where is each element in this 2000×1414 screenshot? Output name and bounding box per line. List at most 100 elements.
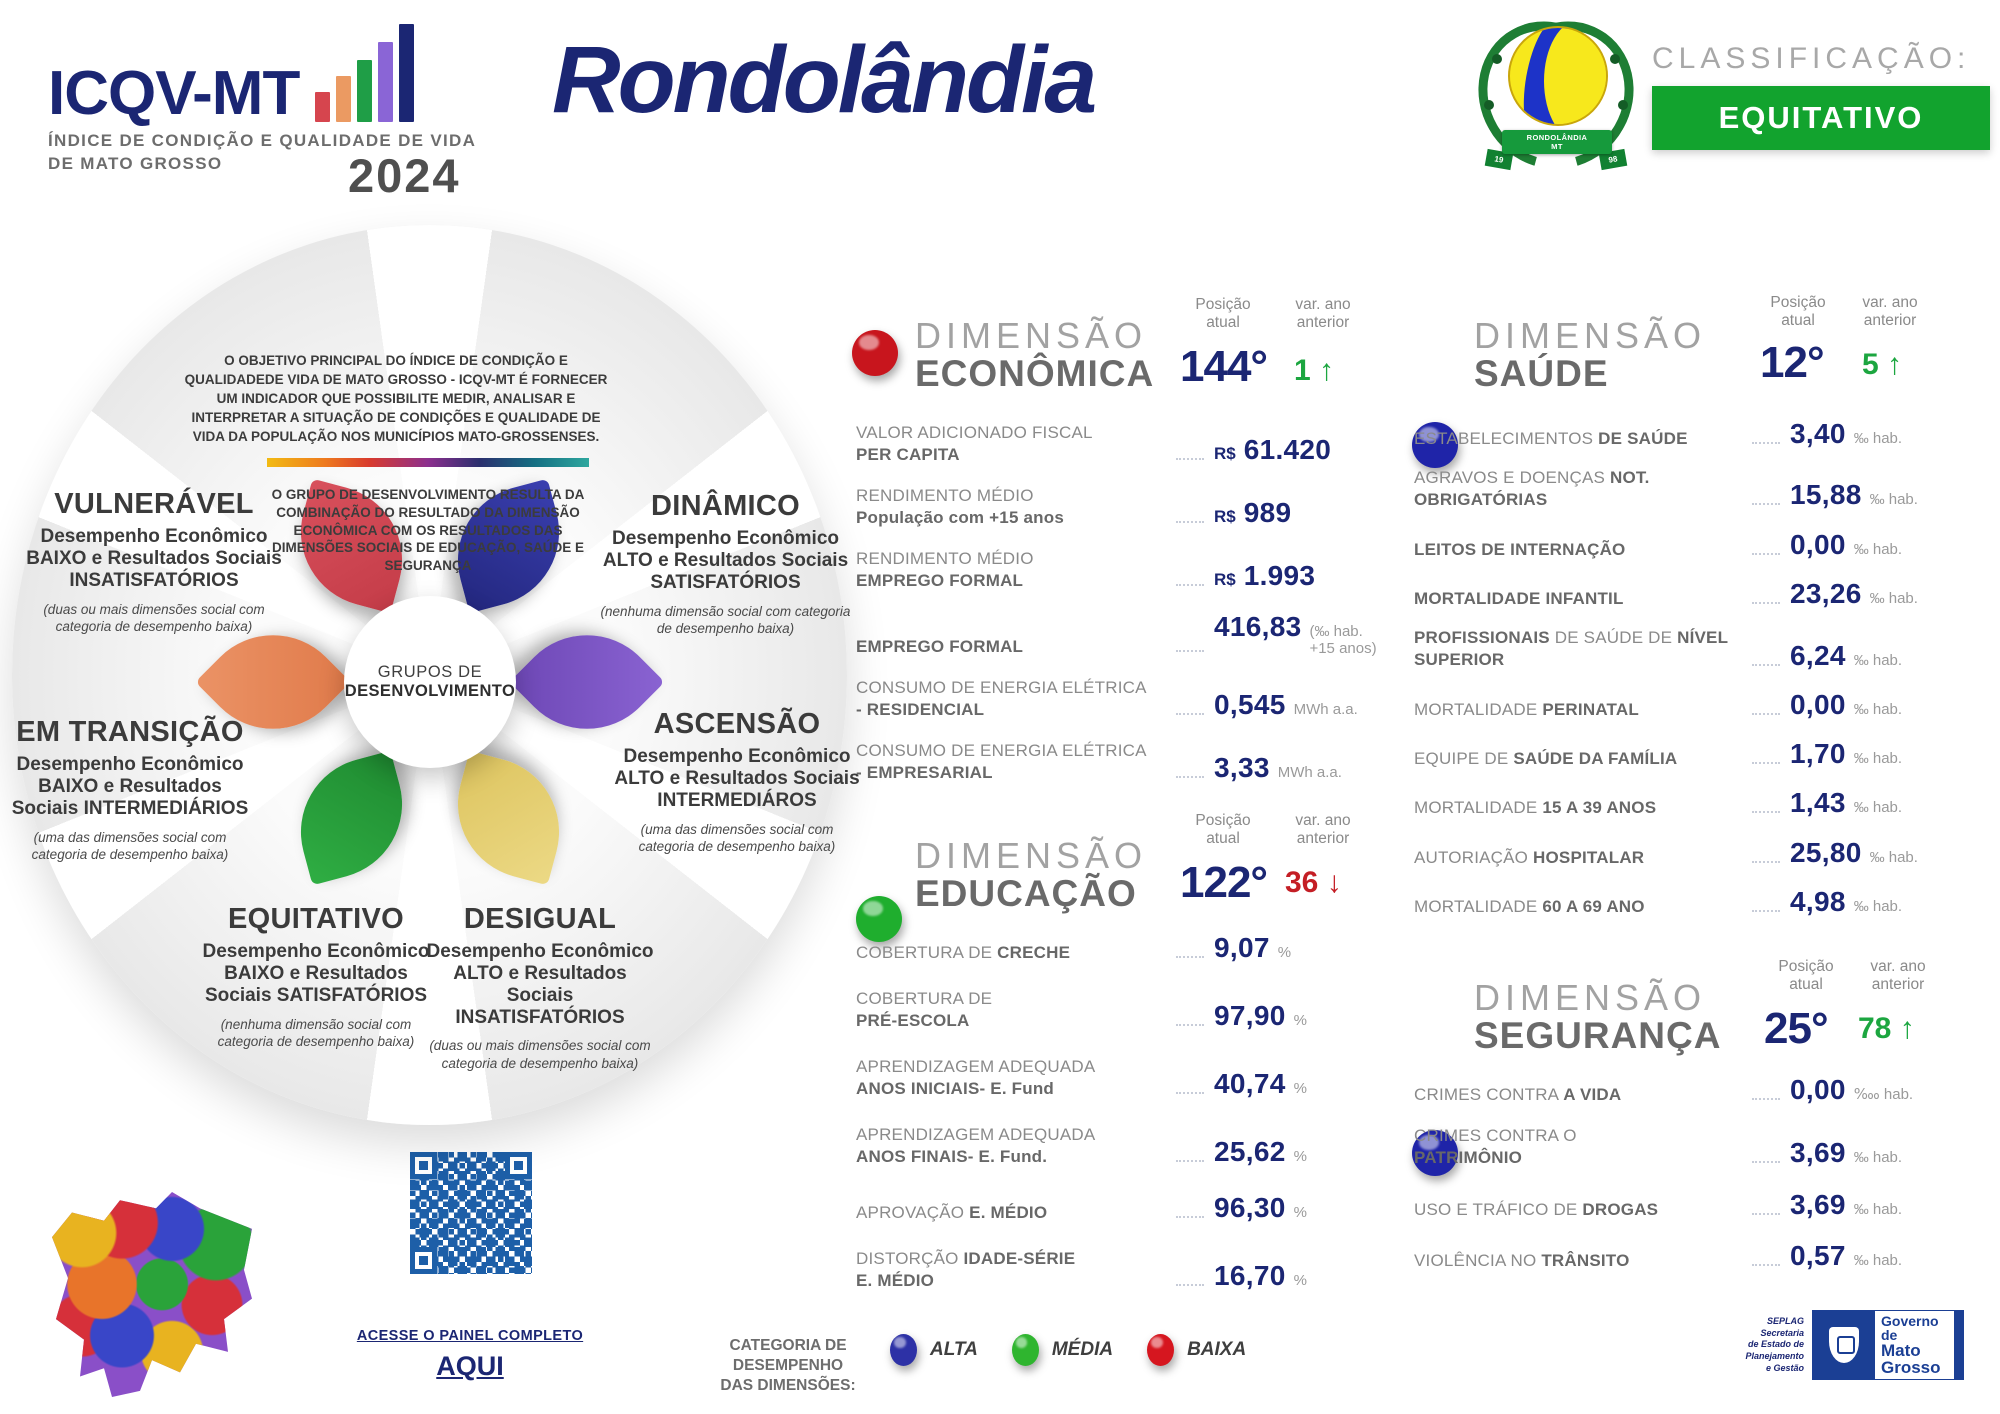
group-desc: Desempenho Econômico BAIXO e Resultados …: [26, 526, 282, 591]
indicator-label: AGRAVOS E DOENÇAS NOT. OBRIGATÓRIAS: [1414, 468, 1650, 510]
indicator-value: 6,24 ‰ hab.: [1790, 640, 1980, 672]
dotted-leader: [1176, 1215, 1204, 1218]
indicator-row: VIOLÊNCIA NO TRÂNSITO 0,57 ‰ hab.: [1414, 1240, 1962, 1272]
indicator-number: 989: [1243, 497, 1292, 529]
logo-year: 2024: [348, 149, 461, 202]
dimension-title-thin: DIMENSÃO: [915, 315, 1148, 356]
group-note: (uma das dimensões social com categoria …: [31, 829, 229, 862]
indicator-row: MORTALIDADE 15 A 39 ANOS 1,43 ‰ hab.: [1414, 787, 1962, 819]
dimension-title-thin: DIMENSÃO: [1474, 977, 1707, 1018]
variation-value: 5 ↑: [1862, 348, 1903, 381]
dimension-title-bold: ECONÔMICA: [915, 352, 1155, 394]
dimension-title-bold: SAÚDE: [1474, 352, 1609, 394]
indicator-label: COBERTURA DE CRECHE: [856, 942, 1071, 962]
indicator-label: MORTALIDADE 15 A 39 ANOS: [1414, 798, 1657, 818]
indicator-value: 23,26 ‰ hab.: [1790, 578, 1980, 610]
indicator-number: 97,90: [1214, 1000, 1286, 1032]
indicator-number: 416,83: [1214, 611, 1302, 643]
group-dinamico: DINÂMICO Desempenho Econômico ALTO e Res…: [598, 490, 853, 637]
wheel-center-line1: GRUPOS DE: [377, 663, 483, 681]
indicator-row: EQUIPE DE SAÚDE DA FAMÍLIA 1,70 ‰ hab.: [1414, 738, 1962, 770]
indicator-row: MORTALIDADE INFANTIL 23,26 ‰ hab.: [1414, 578, 1962, 610]
indicator-label: VALOR ADICIONADO FISCAL PER CAPITA: [856, 423, 1093, 465]
group-desc: Desempenho Econômico ALTO e Resultados S…: [614, 746, 860, 811]
indicator-row: USO E TRÁFICO DE DROGAS 3,69 ‰ hab.: [1414, 1189, 1962, 1221]
group-desc: Desempenho Econômico BAIXO e Resultados …: [202, 941, 430, 1006]
group-title: DINÂMICO: [651, 490, 800, 522]
group-desc: Desempenho Econômico ALTO e Resultados S…: [426, 941, 654, 1028]
dotted-leader: [1752, 1263, 1780, 1266]
indicator-label: DISTORÇÃO IDADE-SÉRIE E. MÉDIO: [856, 1248, 1076, 1290]
group-ascensao: ASCENSÃO Desempenho Econômico ALTO e Res…: [612, 708, 862, 855]
access-panel-link[interactable]: ACESSE O PAINEL COMPLETO: [356, 1328, 584, 1344]
indicator-row: VALOR ADICIONADO FISCAL PER CAPITA R$ 61.42…: [856, 422, 1374, 466]
dimension-dot-saude: [1412, 422, 1458, 468]
group-title: EQUITATIVO: [228, 903, 404, 935]
indicator-value: 96,30%: [1214, 1192, 1404, 1224]
indicator-value: 3,69 ‰ hab.: [1790, 1137, 1980, 1169]
group-title: EM TRANSIÇÃO: [16, 716, 244, 748]
logo-title: ICQV-MT: [48, 59, 300, 129]
indicator-label: AUTORIAÇÃO HOSPITALAR: [1414, 847, 1645, 867]
indicator-number: 3,69: [1790, 1188, 1846, 1220]
indicator-row: CONSUMO DE ENERGIA ELÉTRICA - RESIDENCIAL…: [856, 677, 1374, 721]
indicator-value: 25,80 ‰ hab.: [1790, 837, 1980, 869]
indicator-row: CRIMES CONTRA A VIDA 0,00 ‱ hab.: [1414, 1074, 1962, 1106]
group-note: (nenhuma dimensão social com categoria d…: [217, 1016, 415, 1049]
indicator-unit: %: [1293, 1148, 1307, 1166]
legend-title: CATEGORIA DE DESEMPENHO DAS DIMENSÕES:: [720, 1337, 856, 1395]
indicator-row: PROFISSIONAIS DE SAÚDE DE NÍVEL SUPERIOR 6…: [1414, 627, 1962, 671]
indicator-row: EMPREGO FORMAL 416,83 (‰ hab. +15 anos): [856, 611, 1377, 658]
indicator-number: 0,57: [1790, 1239, 1846, 1271]
indicator-value: 40,74%: [1214, 1068, 1404, 1100]
dotted-leader: [1176, 649, 1204, 652]
variation-column-label: var. ano anterior: [1870, 958, 1926, 993]
dotted-leader: [1752, 503, 1780, 506]
indicator-label: USO E TRÁFICO DE DROGAS: [1414, 1199, 1659, 1219]
variation-column-label: var. ano anterior: [1862, 294, 1918, 329]
gov-logo-bar: [1954, 1311, 1963, 1379]
access-here-link[interactable]: AQUI: [436, 1351, 504, 1381]
indicator-value: 0,00 ‰ hab.: [1790, 689, 1980, 721]
indicator-label: EQUIPE DE SAÚDE DA FAMÍLIA: [1414, 748, 1678, 768]
dotted-leader: [1752, 1212, 1780, 1215]
legend-label: MÉDIA: [1051, 1339, 1114, 1360]
indicator-value: 3,33 MWh a.a.: [1214, 752, 1419, 784]
dotted-leader: [1752, 1098, 1780, 1100]
seplag-caption: SEPLAG Secretaria de Estado de Planejame…: [1745, 1316, 1804, 1373]
dotted-leader: [1176, 1024, 1204, 1027]
legend-item: BAIXA: [1147, 1334, 1246, 1366]
indicator-number: 3,33: [1214, 751, 1270, 783]
indicator-label: PROFISSIONAIS DE SAÚDE DE NÍVEL SUPERIOR: [1414, 628, 1729, 670]
indicator-unit: ‰ hab.: [1853, 1251, 1903, 1269]
indicator-unit: ‰ hab.: [1869, 848, 1918, 866]
indicator-number: 16,70: [1214, 1259, 1286, 1291]
indicator-row: LEITOS DE INTERNAÇÃO 0,00 ‰ hab.: [1414, 529, 1962, 561]
gov-logo-line1: Governo de: [1881, 1312, 1939, 1344]
variation-column-label: var. ano anterior: [1295, 296, 1351, 331]
indicator-value: 3,69 ‰ hab.: [1790, 1189, 1980, 1221]
indicator-value: 0,57 ‰ hab.: [1790, 1240, 1980, 1272]
dimension-title-thin: DIMENSÃO: [1474, 315, 1707, 356]
dotted-leader: [1752, 811, 1780, 814]
dimension-header-economica: DIMENSÃO ECONÔMICA: [915, 315, 1155, 394]
dimension-dot-educacao: [856, 896, 902, 942]
indicator-number: 0,00: [1790, 1074, 1846, 1105]
legend-dot: [1011, 1334, 1039, 1366]
indicator-number: 3,69: [1790, 1137, 1846, 1169]
legend-label: ALTA: [930, 1339, 978, 1360]
wheel-intro-text: O OBJETIVO PRINCIPAL DO ÍNDICE DE CONDIÇ…: [184, 353, 608, 444]
indicator-unit: ‰ hab.: [1853, 897, 1903, 915]
dotted-leader: [1752, 663, 1780, 666]
group-title: VULNERÁVEL: [54, 488, 254, 520]
indicator-unit: MWh a.a.: [1277, 763, 1342, 781]
qr-finder-icon: [410, 1152, 437, 1179]
indicator-unit: %: [1277, 944, 1292, 961]
variation-value: 1 ↑: [1294, 354, 1335, 387]
indicator-value: 4,98 ‰ hab.: [1790, 886, 1980, 918]
currency-prefix: R$: [1214, 507, 1236, 527]
legend-dot: [1147, 1334, 1175, 1366]
classification-badge: EQUITATIVO: [1652, 86, 1990, 150]
dotted-leader: [1752, 860, 1780, 863]
mato-grosso-map: [52, 1192, 252, 1397]
